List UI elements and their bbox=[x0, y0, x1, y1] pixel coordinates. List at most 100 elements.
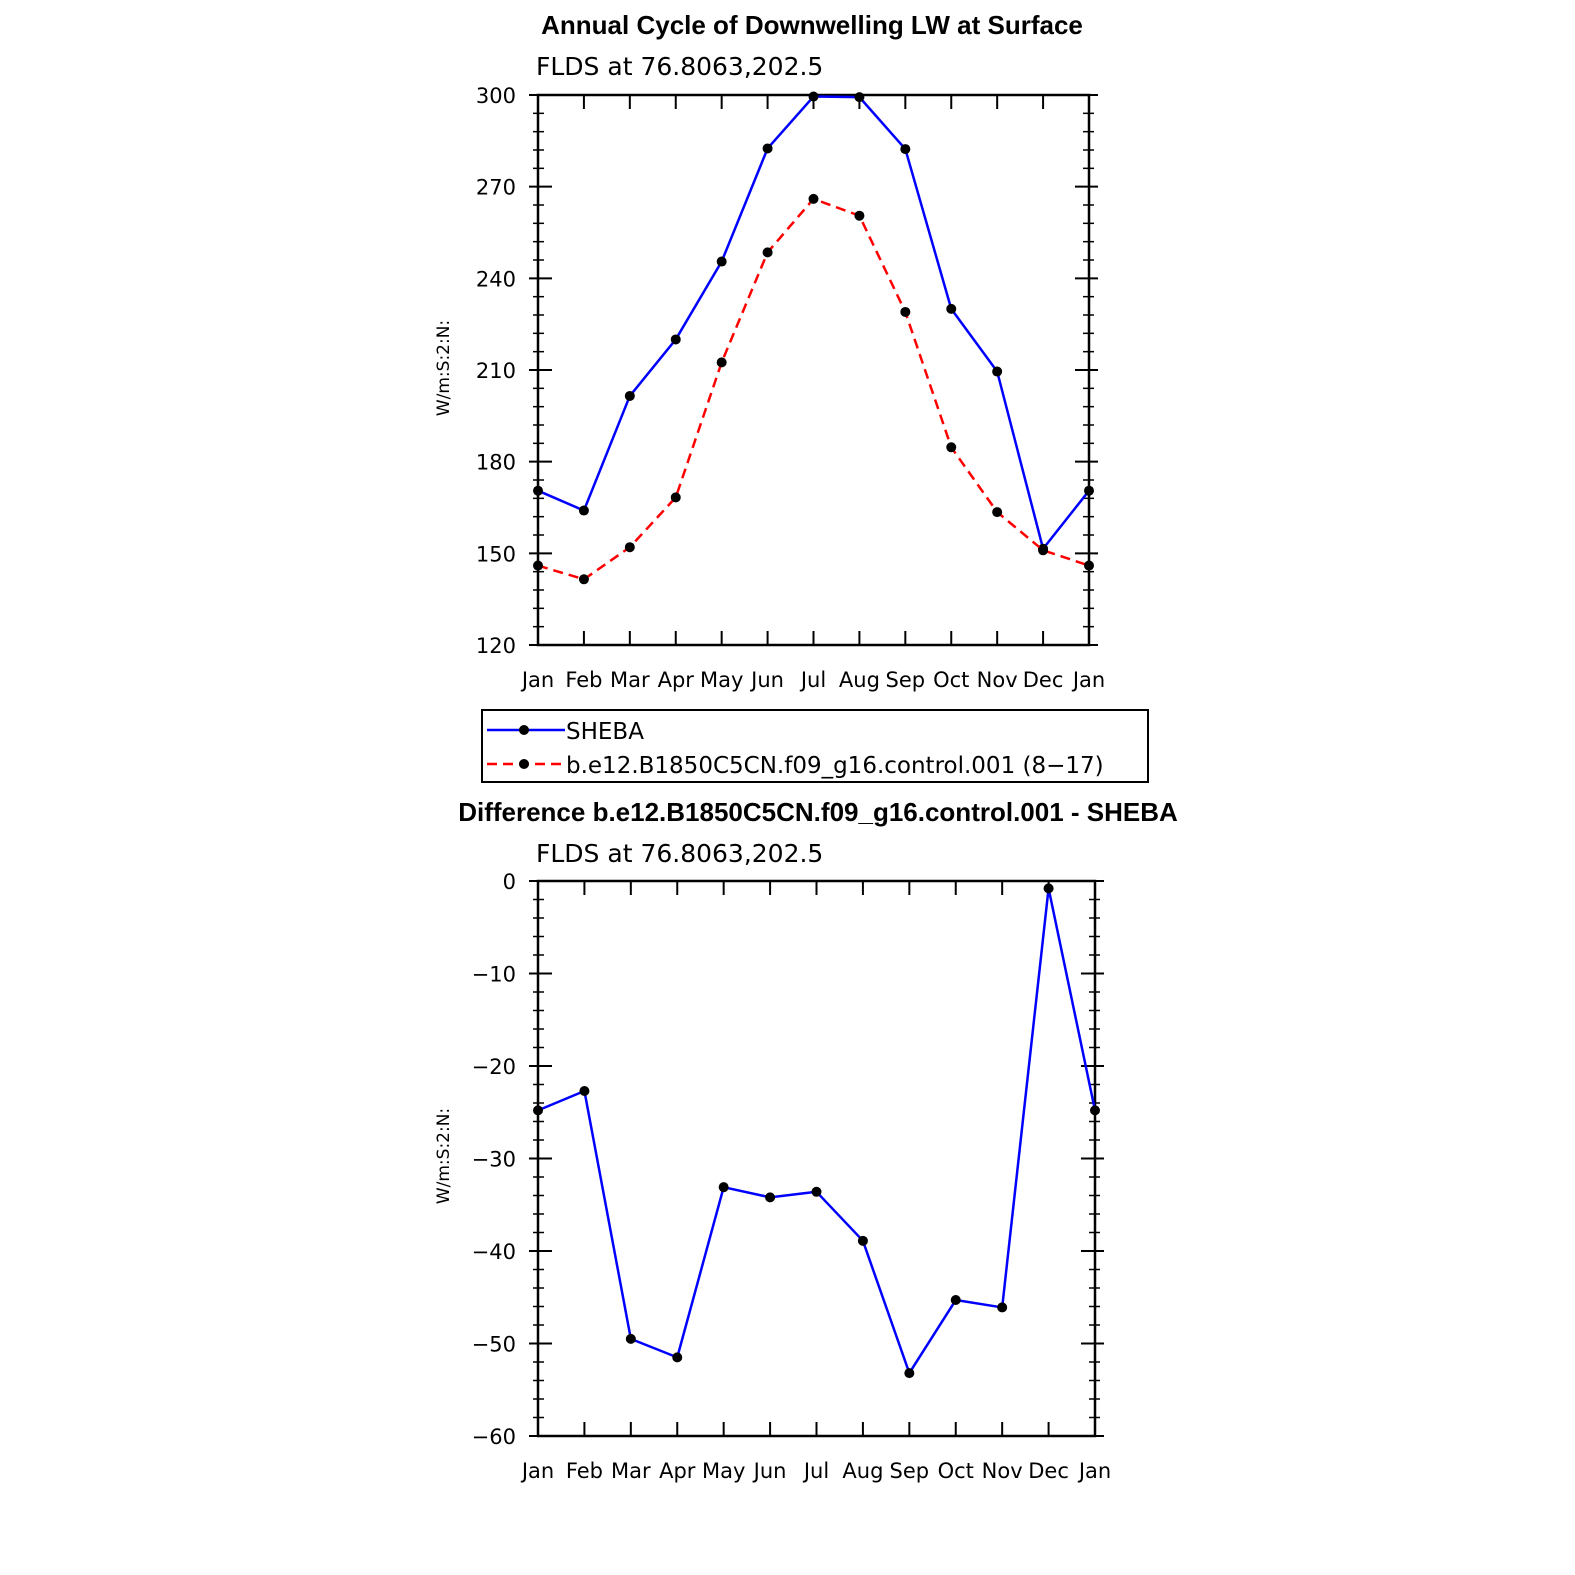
chart-1-series-1-point bbox=[808, 91, 819, 102]
chart-2-series-1-point bbox=[718, 1182, 729, 1193]
chart-1-series-1-point bbox=[854, 92, 865, 103]
chart-1-subtitle: FLDS at 76.8063,202.5 bbox=[536, 52, 823, 81]
chart-2-y-tick-label: −40 bbox=[472, 1240, 516, 1264]
chart-1-y-tick-label: 150 bbox=[476, 542, 516, 566]
chart-2-y-axis-label: W/m:S:2:N: bbox=[434, 1108, 454, 1204]
chart-2-x-tick-label: Mar bbox=[611, 1459, 651, 1483]
chart-2-series-1-point bbox=[579, 1085, 590, 1096]
chart-2-x-tick-label: Nov bbox=[982, 1459, 1023, 1483]
chart-1-series-2-point bbox=[808, 193, 819, 204]
chart-2-series-1-point bbox=[1090, 1105, 1100, 1116]
legend-label-model: b.e12.B1850C5CN.f09_g16.control.001 (8−1… bbox=[566, 753, 1104, 779]
chart-1-y-tick-label: 210 bbox=[476, 359, 516, 383]
chart-2-y-tick-label: −50 bbox=[472, 1333, 516, 1357]
chart-1-x-tick-label: Jul bbox=[799, 668, 826, 692]
chart-1-y-tick-label: 180 bbox=[476, 451, 516, 475]
chart-1-series-2-point bbox=[533, 560, 543, 571]
chart-1-series-2-point bbox=[670, 492, 681, 503]
chart-1-x-tick-label: Nov bbox=[977, 668, 1018, 692]
chart-1-y-tick-label: 270 bbox=[476, 176, 516, 200]
chart-1-series-1-point bbox=[946, 303, 957, 314]
chart-2-series-1-point bbox=[950, 1295, 961, 1306]
chart-2-y-tick-label: −10 bbox=[472, 963, 516, 987]
chart-1-y-tick-label: 120 bbox=[476, 634, 516, 658]
chart-2-x-tick-label: Oct bbox=[938, 1459, 974, 1483]
chart-2-series-1-point bbox=[857, 1235, 868, 1246]
chart-1-series-2-point bbox=[1084, 560, 1094, 571]
chart-1-series-2-line bbox=[537, 197, 1090, 581]
chart-1-x-tick-label: Feb bbox=[565, 668, 602, 692]
legend: SHEBA b.e12.B1850C5CN.f09_g16.control.00… bbox=[481, 709, 1149, 783]
chart-2-y-tick-label: 0 bbox=[503, 870, 516, 894]
chart-1-x-tick-label: Dec bbox=[1023, 668, 1064, 692]
chart-1-series-1-point bbox=[624, 390, 635, 401]
legend-box bbox=[481, 709, 1149, 783]
legend-marker-sheba bbox=[519, 725, 529, 735]
chart-2-series-1-point bbox=[765, 1192, 776, 1203]
legend-item-model: b.e12.B1850C5CN.f09_g16.control.001 (8−1… bbox=[487, 753, 1104, 779]
chart-1-series-1-point bbox=[992, 366, 1003, 377]
chart-1-series-1-point bbox=[900, 144, 911, 155]
chart-1-x-tick-label: May bbox=[700, 668, 743, 692]
chart-2-x-tick-label: Jun bbox=[752, 1459, 787, 1483]
chart-2-frame bbox=[536, 879, 1097, 1438]
legend-label-sheba: SHEBA bbox=[566, 719, 644, 745]
chart-1-series-1-point bbox=[670, 334, 681, 345]
chart-2-plot-area: Jan Feb Mar Apr May Jun Jul Aug Sep Oct Nov Dec Jan−… bbox=[472, 870, 1112, 1483]
chart-1-series-1-point bbox=[533, 485, 543, 496]
chart-1-series-1-point bbox=[1084, 485, 1094, 496]
chart-1-series-2-point bbox=[900, 306, 911, 317]
chart-1-x-tick-label: Jan bbox=[1071, 668, 1105, 692]
chart-2-series-1-point bbox=[904, 1368, 915, 1379]
chart-1-series-2-point bbox=[624, 542, 635, 553]
chart-1-x-tick-label: Aug bbox=[839, 668, 880, 692]
chart-1-series-2-point bbox=[1038, 545, 1049, 556]
chart-1-series-1-point bbox=[762, 143, 773, 154]
chart-2-x-tick-label: Feb bbox=[566, 1459, 603, 1483]
chart-2-x-tick-label: Sep bbox=[890, 1459, 930, 1483]
chart-2-series-1-point bbox=[533, 1105, 543, 1116]
chart-2-y-tick-label: −30 bbox=[472, 1148, 516, 1172]
chart-1-frame bbox=[536, 93, 1091, 647]
chart-2-series-1-point bbox=[1043, 883, 1054, 894]
chart-1-y-tick-label: 300 bbox=[476, 84, 516, 108]
legend-item-sheba: SHEBA bbox=[487, 719, 644, 745]
chart-2-x-tick-label: Jul bbox=[802, 1459, 829, 1483]
chart-2-series-1-point bbox=[625, 1333, 636, 1344]
chart-1-series-2-point bbox=[578, 574, 589, 585]
chart-1-series-2-point bbox=[854, 210, 865, 221]
chart-1-x-tick-label: Apr bbox=[658, 668, 695, 692]
chart-1-plot-area: Jan Feb Mar Apr May Jun Jul Aug Sep Oct Nov Dec Jan1… bbox=[476, 84, 1105, 692]
chart-2-y-tick-label: −60 bbox=[472, 1425, 516, 1449]
chart-1-series-2-point bbox=[716, 357, 727, 368]
chart-2-series-1-line bbox=[537, 887, 1097, 1375]
chart-1-y-axis-label: W/m:S:2:N: bbox=[434, 320, 454, 416]
chart-2-series-1-point bbox=[672, 1352, 683, 1363]
chart-1-series-1-point bbox=[578, 505, 589, 516]
chart-1-title: Annual Cycle of Downwelling LW at Surfac… bbox=[541, 10, 1083, 40]
chart-1-series-1-point bbox=[716, 256, 727, 267]
chart-2-title: Difference b.e12.B1850C5CN.f09_g16.contr… bbox=[458, 797, 1178, 827]
chart-1-y-tick-label: 240 bbox=[476, 267, 516, 291]
chart-2-x-tick-label: May bbox=[702, 1459, 745, 1483]
chart-1-series-1-line bbox=[537, 95, 1090, 550]
chart-1-x-tick-label: Jan bbox=[520, 668, 554, 692]
chart-2-series-1-point bbox=[997, 1302, 1008, 1313]
chart-1-x-tick-label: Mar bbox=[610, 668, 650, 692]
chart-2-x-tick-label: Dec bbox=[1028, 1459, 1069, 1483]
chart-2-x-tick-label: Jan bbox=[1077, 1459, 1111, 1483]
legend-marker-model bbox=[519, 759, 529, 769]
chart-1-series-2-point bbox=[946, 442, 957, 453]
chart-2-subtitle: FLDS at 76.8063,202.5 bbox=[536, 839, 823, 868]
chart-1-series-2-point bbox=[992, 507, 1003, 518]
chart-1-series-2-point bbox=[762, 247, 773, 258]
chart-1-x-tick-label: Sep bbox=[886, 668, 926, 692]
chart-2-series-1-point bbox=[811, 1186, 822, 1197]
chart-1-x-tick-label: Oct bbox=[933, 668, 969, 692]
chart-2-x-tick-label: Aug bbox=[842, 1459, 883, 1483]
chart-2-x-tick-label: Apr bbox=[659, 1459, 696, 1483]
chart-2-y-tick-label: −20 bbox=[472, 1055, 516, 1079]
chart-1-x-tick-label: Jun bbox=[749, 668, 784, 692]
chart-2-x-tick-label: Jan bbox=[520, 1459, 554, 1483]
